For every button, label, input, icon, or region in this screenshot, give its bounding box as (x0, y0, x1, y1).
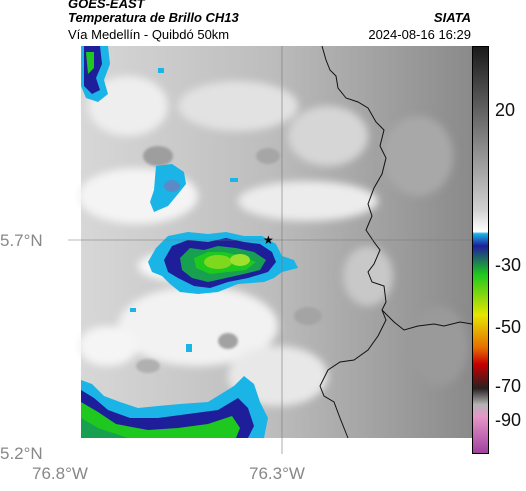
colorbar-tick-minus70: -70 (495, 376, 522, 396)
timestamp: 2024-08-16 16:29 (368, 27, 471, 42)
x-tick-label: 76.8°W (32, 464, 88, 483)
satellite-map[interactable]: ★ (68, 46, 472, 454)
product-title: Temperatura de Brillo CH13 (68, 10, 239, 25)
shade-spots (136, 146, 322, 373)
route-subtitle: Vía Medellín - Quibdó 50km (68, 27, 230, 42)
colorbar-tick-minus90: -90 (495, 410, 522, 430)
cloud-patches (78, 76, 468, 406)
colorbar-tick-minus50: -50 (495, 317, 522, 337)
colorbar (472, 46, 489, 454)
y-tick-label: 5.2°N (0, 444, 43, 463)
storm-cell-main (148, 232, 298, 294)
border-lines (319, 46, 472, 439)
map-canvas: ★ (68, 46, 472, 454)
map-header: GOES-EAST Temperatura de Brillo CH13 Vía… (68, 0, 472, 46)
org-name: SIATA (433, 10, 471, 25)
y-tick-label: 5.7°N (0, 231, 43, 250)
colorbar-tick-20: 20 (495, 100, 516, 120)
grid-lines (68, 46, 472, 454)
star-marker: ★ (263, 233, 274, 247)
storm-cell-south (81, 376, 268, 438)
storm-cell-north (81, 46, 110, 102)
left-edge (68, 46, 81, 454)
satellite-name: GOES-EAST (68, 0, 145, 11)
storm-cell-small (150, 164, 186, 212)
bottom-edge (68, 438, 472, 454)
x-tick-label: 76.3°W (249, 464, 305, 483)
colorbar-tick-minus30: -30 (495, 255, 522, 275)
